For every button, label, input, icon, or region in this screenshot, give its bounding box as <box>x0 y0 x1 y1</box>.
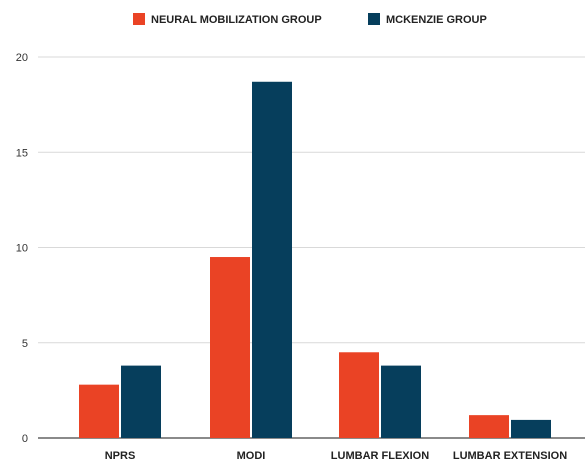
legend-swatch-2 <box>368 13 380 25</box>
bar-1-nprs <box>79 384 119 438</box>
y-tick-label: 20 <box>16 52 28 64</box>
legend-label-2: MCKENZIE GROUP <box>386 14 487 26</box>
x-tick-label: MODI <box>237 450 266 462</box>
bar-2-modi <box>252 81 292 438</box>
y-tick-label: 10 <box>16 243 28 255</box>
legend-label-1: NEURAL MOBILIZATION GROUP <box>151 14 322 26</box>
bar-2-nprs <box>121 365 161 438</box>
x-tick-label: LUMBAR EXTENSION <box>453 450 567 462</box>
gridlines <box>38 56 585 439</box>
bar-2-lumbar-flexion <box>381 365 421 438</box>
legend: NEURAL MOBILIZATION GROUP MCKENZIE GROUP <box>133 13 487 26</box>
x-tick-label: NPRS <box>105 450 136 462</box>
legend-swatch-1 <box>133 13 145 25</box>
bars <box>79 81 551 438</box>
y-tick-label: 15 <box>16 147 28 159</box>
x-axis: NPRS MODI LUMBAR FLEXION LUMBAR EXTENSION <box>105 450 567 462</box>
bar-1-lumbar-flexion <box>339 352 379 438</box>
x-tick-label: LUMBAR FLEXION <box>331 450 429 462</box>
y-axis: 0 5 10 15 20 <box>16 52 28 445</box>
bar-2-lumbar-extension <box>511 419 551 438</box>
y-tick-label: 5 <box>22 338 28 350</box>
bar-1-lumbar-extension <box>469 415 509 438</box>
bar-1-modi <box>210 257 250 438</box>
y-tick-label: 0 <box>22 433 28 445</box>
